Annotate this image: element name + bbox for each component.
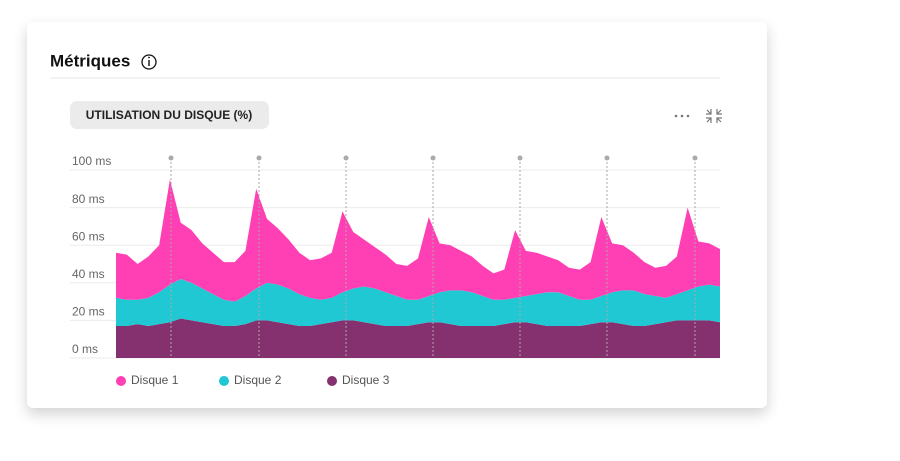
collapse-button[interactable] bbox=[706, 109, 722, 123]
legend-item: Disque 2 bbox=[219, 373, 282, 387]
event-marker-dots[interactable] bbox=[168, 155, 698, 161]
y-tick-label: 20 ms bbox=[72, 305, 105, 319]
more-button[interactable] bbox=[674, 114, 690, 118]
legend-label: Disque 2 bbox=[234, 373, 282, 387]
area bbox=[116, 179, 720, 302]
legend-swatch bbox=[219, 376, 229, 386]
legend-item: Disque 3 bbox=[327, 373, 390, 387]
section-title: Métriques bbox=[50, 51, 130, 70]
legend-swatch bbox=[116, 376, 126, 386]
chart-title: UTILISATION DU DISQUE (%) bbox=[86, 108, 252, 122]
area bbox=[116, 279, 720, 327]
legend-item: Disque 1 bbox=[116, 373, 179, 387]
event-markers bbox=[170, 158, 696, 358]
legend-label: Disque 1 bbox=[131, 373, 179, 387]
info-icon[interactable] bbox=[141, 54, 157, 70]
legend-label: Disque 3 bbox=[342, 373, 390, 387]
legend-swatch bbox=[327, 376, 337, 386]
y-tick-label: 0 ms bbox=[72, 342, 98, 356]
area bbox=[116, 318, 720, 358]
y-tick-label: 100 ms bbox=[72, 154, 111, 168]
y-tick-label: 80 ms bbox=[72, 192, 105, 206]
y-tick-label: 60 ms bbox=[72, 229, 105, 243]
chart-title-pill[interactable] bbox=[70, 101, 269, 129]
y-tick-label: 40 ms bbox=[72, 267, 105, 281]
